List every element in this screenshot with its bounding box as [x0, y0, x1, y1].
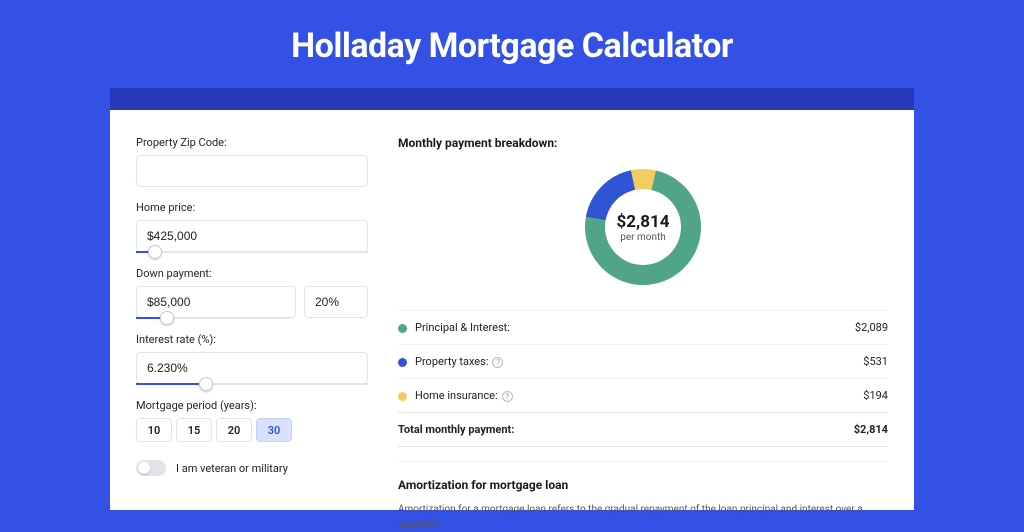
legend-dot: [398, 392, 407, 401]
zip-field: Property Zip Code:: [136, 136, 368, 187]
down-field: Down payment:: [136, 267, 368, 319]
period-options: 10152030: [136, 418, 368, 442]
down-slider[interactable]: [136, 317, 289, 319]
legend-dot: [398, 324, 407, 333]
breakdown-label: Principal & Interest:: [415, 321, 510, 334]
breakdown-value: $2,089: [855, 321, 888, 334]
period-option-30[interactable]: 30: [256, 418, 292, 442]
form-panel: Property Zip Code: Home price: Down paym…: [110, 110, 390, 510]
period-field: Mortgage period (years): 10152030: [136, 399, 368, 442]
info-icon[interactable]: ?: [492, 357, 503, 368]
total-value: $2,814: [854, 423, 888, 436]
price-input[interactable]: [136, 220, 368, 252]
donut-chart: $2,814 per month: [578, 162, 708, 292]
breakdown-row: Home insurance:? $194: [398, 378, 888, 412]
period-label: Mortgage period (years):: [136, 399, 368, 412]
donut-sub: per month: [620, 232, 666, 243]
rate-label: Interest rate (%):: [136, 333, 368, 346]
breakdown-value: $531: [863, 355, 888, 368]
breakdown-panel: Monthly payment breakdown: $2,814 per mo…: [390, 110, 914, 510]
rate-slider[interactable]: [136, 383, 368, 385]
breakdown-row: Principal & Interest: $2,089: [398, 310, 888, 344]
zip-input[interactable]: [136, 155, 368, 187]
page-title: Holladay Mortgage Calculator: [0, 0, 1024, 88]
veteran-toggle[interactable]: [136, 460, 166, 476]
donut-amount: $2,814: [617, 212, 670, 232]
breakdown-label: Home insurance:: [415, 389, 498, 402]
rate-slider-knob[interactable]: [199, 377, 213, 391]
legend-dot: [398, 358, 407, 367]
breakdown-title: Monthly payment breakdown:: [398, 136, 888, 150]
period-option-20[interactable]: 20: [216, 418, 252, 442]
breakdown-row: Property taxes:? $531: [398, 344, 888, 378]
down-pct-input[interactable]: [304, 286, 368, 318]
total-label: Total monthly payment:: [398, 423, 514, 436]
amort-section: Amortization for mortgage loan Amortizat…: [398, 461, 888, 532]
breakdown-label: Property taxes:: [415, 355, 488, 368]
period-option-10[interactable]: 10: [136, 418, 172, 442]
down-label: Down payment:: [136, 267, 368, 280]
zip-label: Property Zip Code:: [136, 136, 368, 149]
breakdown-value: $194: [863, 389, 888, 402]
down-amount-input[interactable]: [136, 286, 296, 318]
veteran-label: I am veteran or military: [176, 462, 288, 475]
price-label: Home price:: [136, 201, 368, 214]
amort-title: Amortization for mortgage loan: [398, 478, 888, 492]
rate-field: Interest rate (%):: [136, 333, 368, 385]
price-slider[interactable]: [136, 251, 368, 253]
header-accent-bar: [110, 88, 914, 110]
calculator-card: Property Zip Code: Home price: Down paym…: [110, 110, 914, 510]
amort-text: Amortization for a mortgage loan refers …: [398, 502, 888, 532]
rate-input[interactable]: [136, 352, 368, 384]
donut-wrap: $2,814 per month: [398, 162, 888, 292]
price-field: Home price:: [136, 201, 368, 253]
period-option-15[interactable]: 15: [176, 418, 212, 442]
price-slider-knob[interactable]: [148, 245, 162, 259]
info-icon[interactable]: ?: [502, 391, 513, 402]
down-slider-knob[interactable]: [160, 311, 174, 325]
total-row: Total monthly payment: $2,814: [398, 412, 888, 447]
veteran-row: I am veteran or military: [136, 460, 368, 476]
